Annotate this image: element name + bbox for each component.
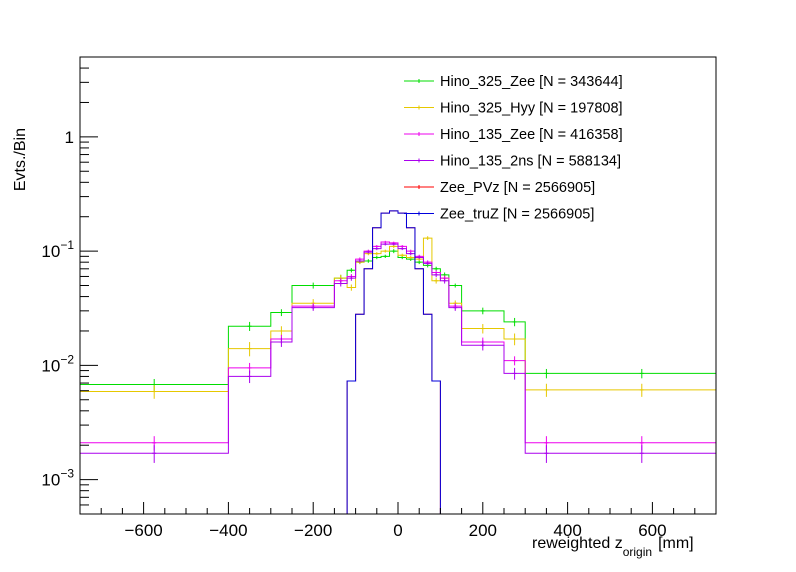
legend-entry: Hino_135_2ns [N = 588134] <box>404 154 621 170</box>
x-tick-label: 400 <box>553 521 581 540</box>
legend-label: Hino_325_Hyy [N = 197808] <box>440 101 623 117</box>
legend-label: Hino_135_Zee [N = 416358] <box>440 127 623 143</box>
legend-label: Zee_PVz [N = 2566905] <box>440 180 595 196</box>
x-tick-label: 0 <box>393 521 402 540</box>
x-axis-title: reweighted zorigin [mm] <box>532 535 694 559</box>
legend-label: Hino_135_2ns [N = 588134] <box>440 154 621 170</box>
x-tick-label: −600 <box>124 521 162 540</box>
legend-entry: Hino_325_Hyy [N = 197808] <box>404 101 623 117</box>
x-axis-title-main: reweighted z <box>532 535 623 552</box>
legend-entry: Zee_truZ [N = 2566905] <box>404 207 594 223</box>
legend-label: Hino_325_Zee [N = 343644] <box>440 74 623 90</box>
legend-entry: Hino_325_Zee [N = 343644] <box>404 74 623 90</box>
x-tick-label: 600 <box>638 521 666 540</box>
legend: Hino_325_Zee [N = 343644] Hino_325_Hyy [N… <box>404 74 623 223</box>
legend-label: Zee_truZ [N = 2566905] <box>440 207 594 223</box>
x-tick-label: −400 <box>209 521 247 540</box>
y-tick-label: 1 <box>65 128 74 147</box>
series-3 <box>80 242 716 463</box>
y-tick-label: 10−1 <box>41 238 74 261</box>
x-tick-label: −200 <box>294 521 332 540</box>
x-axis-title-sub: origin <box>623 545 652 559</box>
x-tick-label: 200 <box>469 521 497 540</box>
y-axis-title: Evts./Bin <box>12 128 29 191</box>
legend-entry: Zee_PVz [N = 2566905] <box>404 180 595 196</box>
legend-entry: Hino_135_Zee [N = 416358] <box>404 127 623 143</box>
x-axis-title-unit: [mm] <box>658 535 694 552</box>
series-3-line <box>80 243 716 454</box>
y-tick-label: 10−2 <box>41 352 74 375</box>
y-tick-label: 10−3 <box>41 467 74 490</box>
axis-layer: −600 −400 −200 0 200 400 600 10−3 10−2 10−1 1 <box>41 56 696 540</box>
